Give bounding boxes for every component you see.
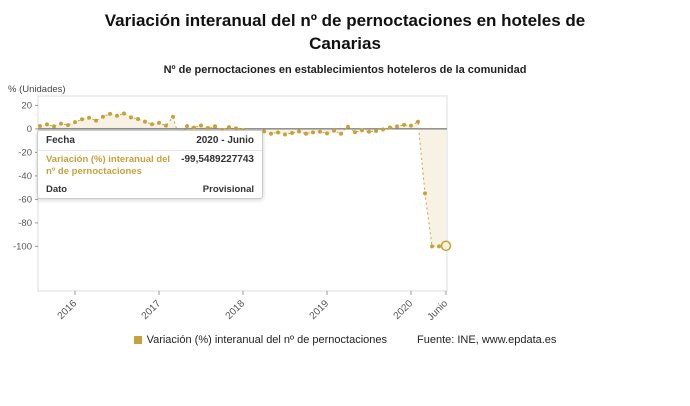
x-tick-label: 2019 <box>308 298 332 322</box>
data-point[interactable] <box>164 123 168 128</box>
data-point[interactable] <box>38 124 42 128</box>
x-tick-label: 2018 <box>224 298 248 322</box>
data-point[interactable] <box>430 244 434 249</box>
x-tick-label: Junio <box>425 298 450 323</box>
x-tick-label: 2020 <box>392 298 416 322</box>
series-area <box>40 113 446 247</box>
x-tick-label: 2017 <box>140 298 164 322</box>
y-tick-label: -80 <box>18 218 32 229</box>
data-point[interactable] <box>346 124 350 129</box>
data-point[interactable] <box>150 122 154 127</box>
page-title: Variación interanual del nº de pernoctac… <box>0 10 690 56</box>
data-point[interactable] <box>108 111 112 116</box>
data-point[interactable] <box>360 128 364 133</box>
data-point[interactable] <box>199 123 203 128</box>
data-point[interactable] <box>395 124 399 129</box>
data-point[interactable] <box>318 129 322 134</box>
data-point[interactable] <box>353 130 357 135</box>
y-axis-unit-label: % (Unidades) <box>8 84 66 95</box>
data-point[interactable] <box>283 132 287 137</box>
tooltip-date-value: 2020 - Junio <box>196 135 254 146</box>
data-point[interactable] <box>136 117 140 121</box>
data-point[interactable] <box>192 125 196 130</box>
data-point[interactable] <box>206 126 210 130</box>
data-point[interactable] <box>66 123 70 128</box>
tooltip-dato-label: Dato <box>46 183 68 195</box>
data-point[interactable] <box>381 127 385 132</box>
data-point[interactable] <box>122 111 126 116</box>
tooltip-series-row: Variación (%) interanual del nº de perno… <box>38 151 262 181</box>
x-tick-label: 2016 <box>56 298 80 322</box>
data-point[interactable] <box>297 129 301 134</box>
data-point[interactable] <box>269 131 273 136</box>
y-tick-label: -100 <box>13 241 32 252</box>
data-point[interactable] <box>59 121 63 126</box>
data-point[interactable] <box>402 122 406 127</box>
legend-swatch-icon <box>133 336 142 344</box>
data-point[interactable] <box>143 119 147 124</box>
data-point[interactable] <box>332 128 336 133</box>
data-point[interactable] <box>227 125 231 130</box>
tooltip-dato-row: Dato Provisional <box>38 181 262 198</box>
tooltip: Fecha 2020 - Junio Variación (%) interan… <box>37 130 263 199</box>
legend-item[interactable]: Variación (%) interanual del nº de perno… <box>133 334 388 346</box>
data-point[interactable] <box>409 123 413 128</box>
y-tick-label: 0 <box>27 124 32 135</box>
data-point[interactable] <box>304 131 308 136</box>
legend-label: Variación (%) interanual del nº de perno… <box>146 334 388 346</box>
data-point[interactable] <box>311 130 315 135</box>
data-point[interactable] <box>157 120 161 125</box>
chart-subtitle: Nº de pernoctaciones en establecimientos… <box>163 64 527 76</box>
data-point[interactable] <box>262 129 266 134</box>
data-point[interactable] <box>73 120 77 125</box>
data-point[interactable] <box>276 130 280 135</box>
data-point[interactable] <box>423 191 427 196</box>
data-point[interactable] <box>171 114 175 119</box>
data-point[interactable] <box>234 126 238 131</box>
data-point[interactable] <box>325 131 329 136</box>
data-point[interactable] <box>416 119 420 124</box>
data-point[interactable] <box>437 244 441 249</box>
title-line-1: Variación interanual del nº de pernoctac… <box>104 11 586 30</box>
data-point[interactable] <box>45 122 49 127</box>
data-point[interactable] <box>374 129 378 133</box>
tooltip-date-row: Fecha 2020 - Junio <box>38 131 262 151</box>
chart-footer: Variación (%) interanual del nº de perno… <box>0 334 690 346</box>
data-point[interactable] <box>129 115 133 120</box>
data-point[interactable] <box>290 131 294 135</box>
data-point[interactable] <box>339 131 343 136</box>
data-point[interactable] <box>101 114 105 119</box>
tooltip-dato-value: Provisional <box>202 183 254 195</box>
y-tick-label: -40 <box>18 171 32 182</box>
data-point[interactable] <box>94 118 98 123</box>
data-point[interactable] <box>367 129 371 134</box>
y-tick-label: -60 <box>18 194 32 205</box>
tooltip-date-label: Fecha <box>46 135 75 146</box>
title-line-2: Canarias <box>309 33 381 53</box>
y-tick-label: 20 <box>21 100 32 111</box>
data-point[interactable] <box>213 124 217 129</box>
tooltip-series-label: Variación (%) interanual del nº de perno… <box>46 154 171 177</box>
data-point[interactable] <box>52 124 56 129</box>
data-point[interactable] <box>185 124 189 129</box>
selected-data-point[interactable] <box>440 240 452 252</box>
data-point[interactable] <box>388 125 392 130</box>
source-label: Fuente: INE, www.epdata.es <box>417 334 557 346</box>
data-point[interactable] <box>80 117 84 122</box>
data-point[interactable] <box>87 115 91 120</box>
y-tick-label: -20 <box>18 147 32 158</box>
tooltip-series-value: -99,5489227743 <box>181 154 254 165</box>
data-point[interactable] <box>115 113 119 118</box>
